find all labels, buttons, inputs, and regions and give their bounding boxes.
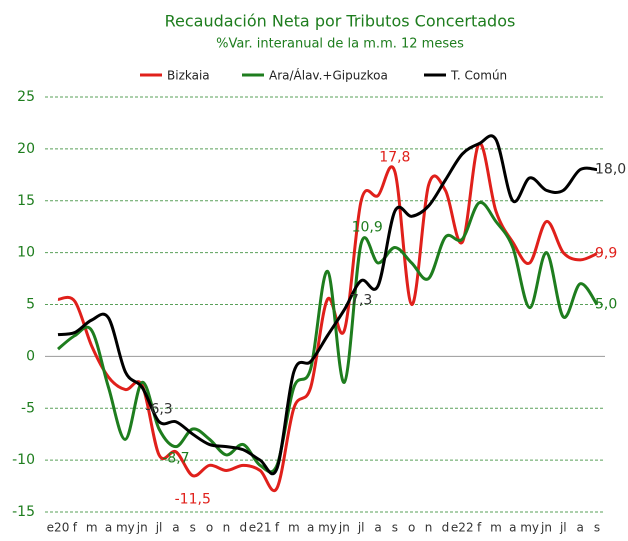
legend-label: T. Común [450,69,507,83]
x-tick-label: o [408,521,415,535]
x-tick-label: s [594,521,600,535]
x-tick-label: d [442,521,450,535]
data-label: 10,9 [352,219,383,235]
x-tick-label: n [223,521,231,535]
x-tick-label: n [425,521,433,535]
data-label: 18,0 [595,162,626,178]
x-tick-label: m [86,521,98,535]
x-tick-label: o [206,521,213,535]
x-tick-label: jl [357,521,365,535]
y-tick-label: 20 [17,141,35,157]
x-tick-label: a [105,521,112,535]
x-tick-label: e21 [249,521,272,535]
data-label: -11,5 [175,492,211,508]
chart-title: Recaudación Neta por Tributos Concertado… [165,12,516,31]
y-tick-label: 15 [17,193,35,209]
y-tick-label: 25 [17,89,35,105]
data-label: 9,9 [595,246,617,262]
x-tick-label: my [318,521,337,535]
chart-subtitle: %Var. interanual de la m.m. 12 meses [216,37,464,52]
data-label: 5,0 [595,297,617,313]
y-tick-label: 5 [26,297,35,313]
x-tick-label: s [190,521,196,535]
x-tick-label: my [116,521,135,535]
x-tick-label: my [520,521,539,535]
data-label: 17,8 [379,150,410,166]
x-tick-label: a [374,521,381,535]
legend-label: Ara/Álav.+Gipuzkoa [269,68,388,83]
x-tick-label: e20 [47,521,70,535]
x-tick-label: jn [338,521,350,535]
series-line [57,134,598,476]
y-tick-label: -15 [12,504,35,520]
data-label: -8,7 [162,451,189,467]
series-line [57,142,598,493]
x-tick-label: m [288,521,300,535]
x-tick-label: jn [540,521,552,535]
x-tick-label: d [239,521,247,535]
y-tick-label: -5 [21,400,35,416]
data-label: 7,3 [350,293,372,309]
data-label: -6,3 [145,402,172,418]
legend-label: Bizkaia [167,69,210,83]
x-tick-label: f [73,521,78,535]
x-tick-label: jl [155,521,163,535]
x-tick-label: s [392,521,398,535]
x-tick-label: jn [136,521,148,535]
x-tick-label: f [477,521,482,535]
y-tick-label: 0 [26,348,35,364]
y-tick-label: -10 [12,452,35,468]
x-tick-label: a [509,521,516,535]
x-tick-label: jl [559,521,567,535]
x-tick-label: f [275,521,280,535]
x-tick-label: a [307,521,314,535]
series-line [57,200,599,474]
x-tick-label: m [490,521,502,535]
x-tick-label: a [576,521,583,535]
x-tick-label: e22 [451,521,474,535]
y-tick-label: 10 [17,245,35,261]
x-tick-label: a [172,521,179,535]
